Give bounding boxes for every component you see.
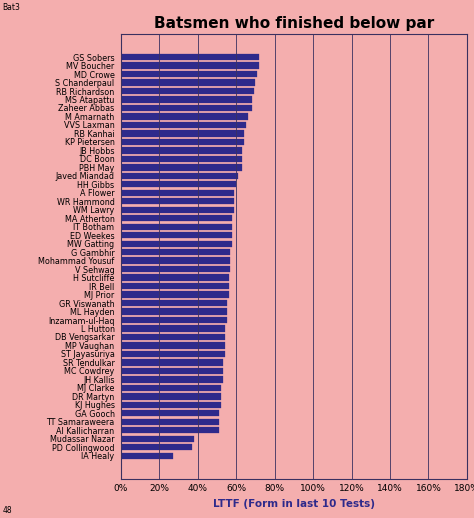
Bar	[121, 207, 234, 213]
Bar	[121, 122, 246, 128]
Bar	[121, 444, 192, 451]
Bar	[121, 275, 228, 281]
Bar	[121, 359, 223, 366]
Bar	[121, 385, 221, 391]
Bar	[121, 249, 230, 255]
Bar	[121, 105, 252, 111]
X-axis label: LTTF (Form in last 10 Tests): LTTF (Form in last 10 Tests)	[213, 498, 375, 509]
Bar	[121, 410, 219, 416]
Bar	[121, 266, 230, 272]
Bar	[121, 300, 227, 306]
Bar	[121, 147, 242, 153]
Bar	[121, 62, 259, 69]
Bar	[121, 96, 252, 103]
Title: Batsmen who finished below par: Batsmen who finished below par	[154, 16, 434, 31]
Bar	[121, 198, 234, 205]
Bar	[121, 436, 194, 442]
Bar	[121, 419, 219, 425]
Bar	[121, 88, 254, 94]
Bar	[121, 283, 228, 289]
Bar	[121, 79, 255, 85]
Bar	[121, 71, 257, 77]
Bar	[121, 376, 223, 383]
Bar	[121, 164, 242, 170]
Bar	[121, 215, 232, 221]
Bar	[121, 172, 238, 179]
Bar	[121, 139, 244, 145]
Bar	[121, 232, 232, 238]
Bar	[121, 427, 219, 434]
Bar	[121, 181, 236, 188]
Bar	[121, 257, 230, 264]
Bar	[121, 342, 225, 349]
Bar	[121, 368, 223, 374]
Bar	[121, 54, 259, 60]
Bar	[121, 130, 244, 137]
Text: 48: 48	[2, 507, 12, 515]
Bar	[121, 317, 227, 323]
Bar	[121, 393, 221, 399]
Bar	[121, 334, 225, 340]
Bar	[121, 453, 173, 459]
Bar	[121, 190, 234, 196]
Bar	[121, 401, 221, 408]
Bar	[121, 351, 225, 357]
Bar	[121, 325, 225, 332]
Bar	[121, 156, 242, 162]
Bar	[121, 292, 228, 298]
Text: Bat3: Bat3	[2, 3, 20, 11]
Bar	[121, 240, 232, 247]
Bar	[121, 113, 248, 120]
Bar	[121, 308, 227, 315]
Bar	[121, 224, 232, 230]
